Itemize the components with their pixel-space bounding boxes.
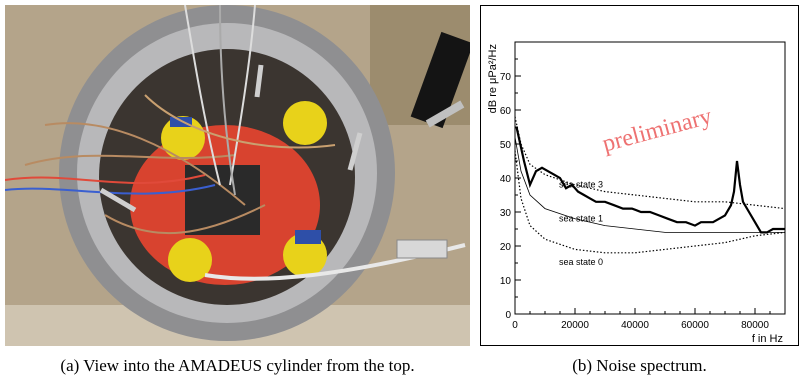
metal-rod (347, 132, 363, 171)
series-measured-noise (515, 126, 785, 234)
series-sea-state-1 (514, 137, 785, 233)
y-tick-label: 40 (500, 174, 512, 185)
metal-rod (99, 187, 137, 213)
y-tick-label: 10 (500, 276, 512, 287)
x-tick-label: 20000 (561, 320, 589, 331)
noise-spectrum-chart: 0 20000 40000 60000 80000 0 10 20 30 40 50 60 70 sea … (480, 5, 799, 346)
metal-rod (425, 100, 465, 128)
x-tick-label: 0 (512, 320, 518, 331)
x-axis-label: f in Hz (752, 333, 783, 345)
y-tick-label: 50 (500, 140, 512, 151)
y-tick-label: 60 (500, 106, 512, 117)
y-tick-label: 20 (500, 242, 512, 253)
series-label: sea state 3 (559, 180, 603, 190)
y-axis-label: dB re μPa²/Hz (487, 44, 499, 113)
sensor-yellow (283, 101, 327, 145)
x-tick-label: 80000 (741, 320, 769, 331)
caption-b: (b) Noise spectrum. (572, 356, 707, 375)
series-label: sea state 0 (559, 257, 603, 267)
caption-a: (a) View into the AMADEUS cylinder from … (60, 356, 415, 375)
black-tube (410, 31, 470, 129)
series-sea-state-3 (514, 116, 786, 210)
series-sea-state-0 (514, 150, 786, 254)
y-tick-label: 30 (500, 208, 512, 219)
chart-plot: 0 20000 40000 60000 80000 0 10 20 30 40 50 60 70 sea … (487, 41, 786, 345)
connector-plug (396, 239, 448, 259)
y-tick-label: 70 (500, 72, 512, 83)
series-label: sea state 1 (559, 214, 603, 224)
y-tick-label: 0 (505, 310, 511, 321)
metal-rod (254, 64, 264, 98)
x-tick-label: 60000 (681, 320, 709, 331)
plot-frame (514, 41, 786, 315)
sensor-blue (295, 230, 321, 244)
center-electronics (185, 165, 260, 235)
sensor-yellow (168, 238, 212, 282)
amadeus-cylinder-photo (5, 5, 470, 346)
x-tick-label: 40000 (621, 320, 649, 331)
preliminary-watermark: preliminary (600, 103, 715, 157)
